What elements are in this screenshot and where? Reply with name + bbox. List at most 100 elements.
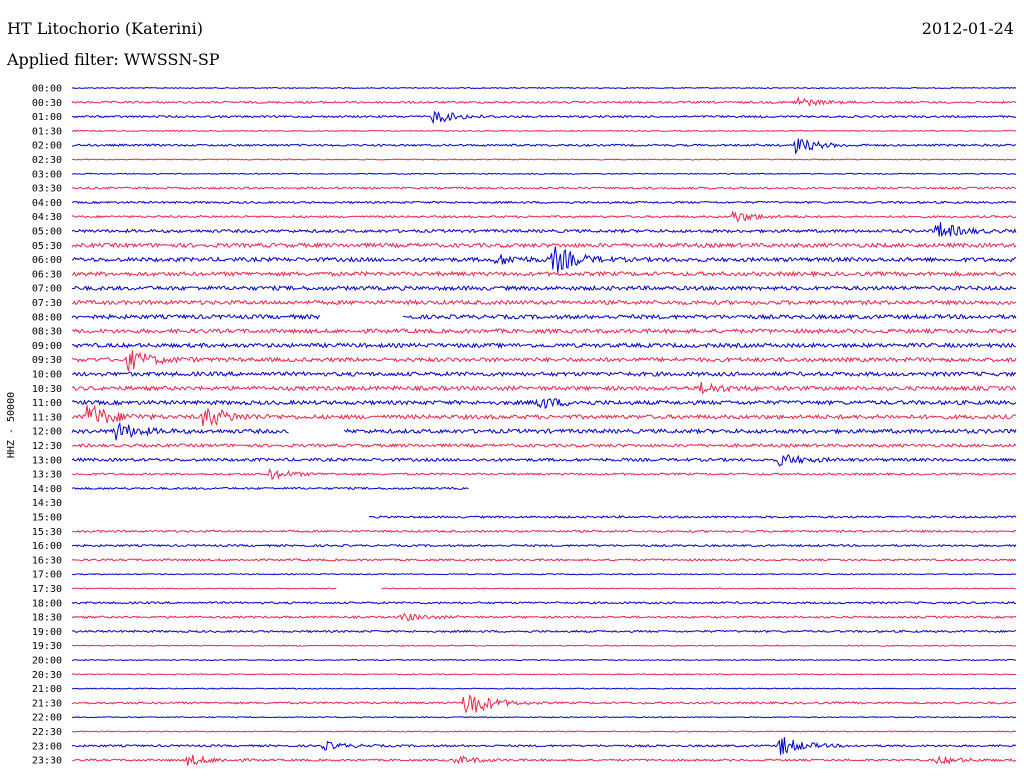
row-time-label: 19:30 — [32, 641, 62, 652]
seismic-trace-row — [71, 242, 1017, 249]
seismic-trace-row — [71, 454, 1017, 467]
row-time-label: 04:00 — [32, 198, 62, 209]
seismic-trace-row — [71, 737, 1017, 755]
seismic-trace-row — [71, 543, 1017, 548]
seismic-trace-row — [71, 587, 1017, 590]
row-time-label: 19:00 — [32, 627, 62, 638]
seismic-trace-row — [71, 327, 1017, 335]
seismic-trace-row — [71, 370, 1017, 378]
seismic-trace-row — [71, 421, 1017, 441]
seismic-trace-row — [71, 573, 1017, 576]
row-time-label: 08:30 — [32, 327, 62, 338]
seismic-trace-row — [71, 673, 1017, 676]
seismic-trace-row — [71, 486, 469, 491]
seismic-trace-row — [72, 658, 1017, 662]
seismic-trace-row — [71, 200, 1017, 205]
row-time-label: 21:30 — [32, 698, 62, 709]
row-time-label: 12:00 — [32, 427, 62, 438]
seismic-trace-row — [72, 129, 1017, 133]
row-time-label: 06:30 — [32, 269, 62, 280]
row-time-label: 18:00 — [32, 598, 62, 609]
row-time-label: 17:30 — [32, 584, 62, 595]
seismic-trace-row — [71, 110, 1017, 125]
row-time-label: 23:30 — [32, 756, 62, 767]
date-label: 2012-01-24 — [921, 19, 1014, 38]
seismic-trace-row — [71, 754, 1017, 766]
row-time-label: 16:00 — [32, 541, 62, 552]
row-time-label: 11:00 — [32, 398, 62, 409]
row-time-label: 22:00 — [32, 713, 62, 724]
row-time-label: 04:30 — [32, 212, 62, 223]
seismic-trace-row — [71, 529, 1017, 534]
seismic-trace-row — [71, 612, 1017, 622]
y-axis-label: HHZ - 50000 — [6, 392, 17, 458]
row-time-label: 03:30 — [32, 184, 62, 195]
time-label-group: 00:00 00:30 01:00 01:30 02:00 02:30 03:00 03:30… — [32, 84, 62, 767]
row-time-label: 10:00 — [32, 370, 62, 381]
row-time-label: 02:30 — [32, 155, 62, 166]
row-time-label: 20:30 — [32, 670, 62, 681]
seismic-trace-row — [71, 96, 1017, 107]
seismic-trace-row — [71, 629, 1016, 634]
trace-group — [71, 86, 1017, 766]
seismic-trace-row — [71, 342, 1017, 349]
seismic-trace-row — [71, 209, 1017, 223]
row-time-label: 02:00 — [32, 141, 62, 152]
seismic-trace-row — [71, 298, 1017, 307]
row-time-label: 17:00 — [32, 570, 62, 581]
row-time-label: 13:30 — [32, 470, 62, 481]
row-time-label: 23:00 — [32, 741, 62, 752]
row-time-label: 07:30 — [32, 298, 62, 309]
seismic-trace-row — [71, 246, 1016, 273]
row-time-label: 21:00 — [32, 684, 62, 695]
seismic-trace-row — [368, 515, 1017, 519]
seismic-trace-row — [71, 138, 1016, 155]
row-time-label: 00:30 — [32, 98, 62, 109]
seismic-trace-row — [71, 442, 1017, 449]
seismic-trace-row — [71, 558, 1017, 562]
seismic-trace-row — [71, 694, 1017, 714]
row-time-label: 09:30 — [32, 355, 62, 366]
seismic-trace-row — [71, 313, 1017, 321]
seismic-trace-row — [71, 222, 1017, 238]
row-time-label: 14:30 — [32, 498, 62, 509]
seismic-trace-row — [71, 601, 1017, 605]
seismic-trace-row — [71, 186, 1017, 190]
row-time-label: 09:00 — [32, 341, 62, 352]
row-time-label: 22:30 — [32, 727, 62, 738]
filter-label: Applied filter: WWSSN-SP — [7, 50, 220, 69]
row-time-label: 07:00 — [32, 284, 62, 295]
row-time-label: 05:30 — [32, 241, 62, 252]
seismic-trace-row — [71, 172, 1017, 175]
seismic-trace-row — [71, 687, 1017, 690]
row-time-label: 13:00 — [32, 455, 62, 466]
row-time-label: 06:00 — [32, 255, 62, 266]
row-time-label: 15:30 — [32, 527, 62, 538]
seismic-trace-row — [71, 404, 1017, 427]
row-time-label: 00:00 — [32, 84, 62, 95]
seismic-trace-row — [71, 381, 1017, 395]
seismic-trace-row — [71, 730, 1017, 733]
seismic-trace-row — [71, 644, 1017, 647]
seismic-trace-row — [71, 270, 1017, 278]
row-time-label: 05:00 — [32, 227, 62, 238]
row-time-label: 16:30 — [32, 555, 62, 566]
row-time-label: 12:30 — [32, 441, 62, 452]
row-time-label: 20:00 — [32, 656, 62, 667]
seismic-trace-row — [72, 468, 1017, 481]
row-time-label: 01:30 — [32, 126, 62, 137]
seismic-trace-row — [71, 716, 1017, 719]
seismic-trace-row — [71, 398, 1017, 410]
seismic-trace-row — [71, 284, 1017, 292]
row-time-label: 14:00 — [32, 484, 62, 495]
row-time-label: 10:30 — [32, 384, 62, 395]
row-time-label: 03:00 — [32, 169, 62, 180]
row-time-label: 18:30 — [32, 613, 62, 624]
station-title: HT Litochorio (Katerini) — [7, 19, 203, 38]
seismic-trace-row — [71, 86, 1017, 90]
row-time-label: 11:30 — [32, 412, 62, 423]
row-time-label: 15:00 — [32, 513, 62, 524]
seismic-trace-row — [71, 350, 1017, 372]
row-time-label: 01:00 — [32, 112, 62, 123]
